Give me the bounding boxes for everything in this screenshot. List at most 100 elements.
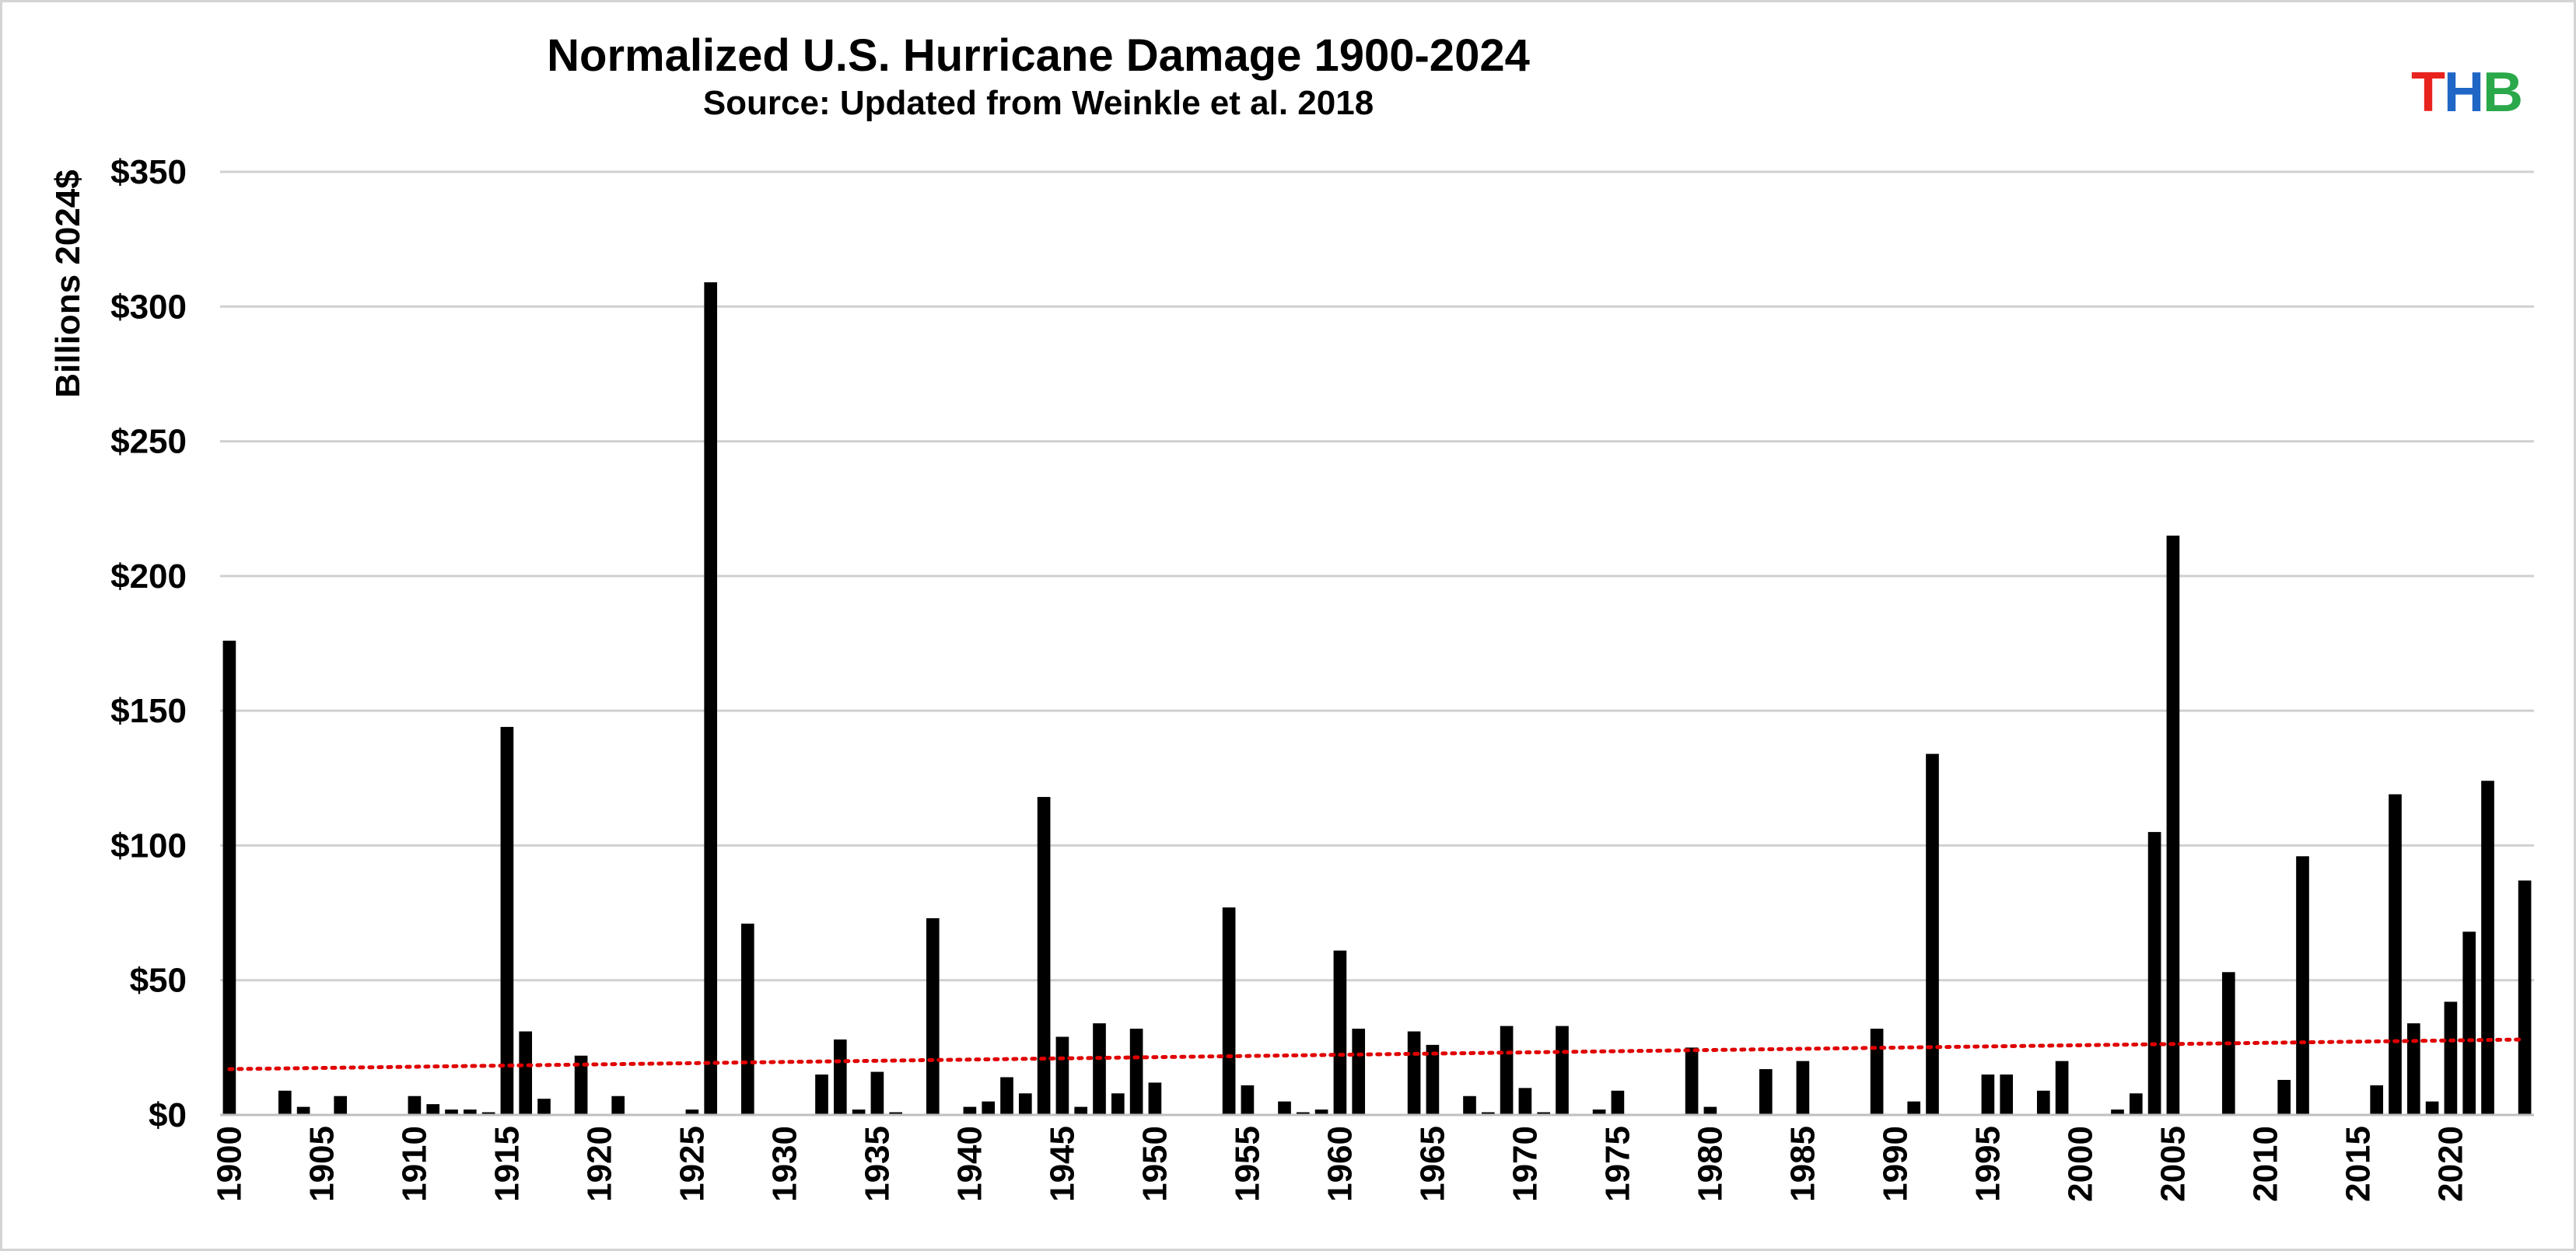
x-tick-label: 1910 [395,1126,433,1202]
logo-letter-b: B [2482,61,2523,124]
bar [1481,1112,1495,1115]
bar [1222,907,1236,1115]
bar [2518,880,2532,1115]
bar [1537,1112,1551,1115]
x-tick-label: 1985 [1783,1126,1822,1202]
thb-logo: THB [2411,61,2523,124]
bar [1426,1044,1440,1115]
x-tick-label: 1900 [210,1126,248,1202]
y-tick-label: $0 [149,1096,187,1134]
chart-subtitle: Source: Updated from Weinkle et al. 2018 [702,84,1374,122]
bar [222,641,236,1115]
x-tick-label: 1960 [1321,1126,1359,1202]
y-tick-label: $300 [110,288,187,326]
bar [982,1101,996,1115]
bar [1278,1101,1291,1115]
bar [2406,1023,2420,1115]
x-tick-label: 1920 [580,1126,618,1202]
x-tick-label: 2010 [2246,1126,2284,1202]
bars [222,282,2532,1116]
bar [1148,1082,1162,1115]
bar [1055,1036,1069,1115]
bar [445,1109,458,1115]
logo-letter-t: T [2411,61,2445,124]
x-tick-label: 1925 [673,1126,711,1202]
x-tick-label: 1930 [765,1126,803,1202]
bar [611,1095,625,1115]
bar [1870,1029,1884,1115]
bar [574,1055,588,1115]
bar [1314,1109,1328,1115]
bar [481,1112,495,1115]
bar [889,1112,903,1115]
trend-line [227,1037,2527,1071]
bar [833,1039,847,1115]
bar [278,1090,292,1115]
bar [1037,797,1051,1115]
bar [2370,1085,2384,1115]
bar [1111,1093,1125,1115]
bar [815,1075,828,1115]
bar [408,1095,422,1115]
bar [334,1095,348,1115]
bar [2296,856,2309,1115]
y-tick-labels: $0 $50 $100 $150 $200 $250 $300 $350 [110,153,187,1134]
bar [740,923,754,1115]
bar [852,1109,866,1115]
x-tick-label: 2020 [2431,1126,2469,1202]
x-tick-label: 2000 [2061,1126,2099,1202]
y-tick-label: $250 [110,423,187,461]
x-tick-label: 1905 [303,1126,341,1202]
bar [1907,1101,1921,1115]
x-tick-label: 1945 [1043,1126,1081,1202]
bar [685,1109,699,1115]
gridlines [220,170,2534,982]
bar [704,282,718,1116]
bar [1093,1023,1106,1115]
bar [1703,1106,1717,1115]
bar [2111,1109,2124,1115]
x-tick-label: 1950 [1136,1126,1174,1202]
x-tick-label: 2015 [2339,1126,2377,1202]
x-tick-label: 1970 [1506,1126,1544,1202]
bar [1018,1093,1032,1115]
bar [2147,832,2161,1115]
bar [519,1031,533,1115]
bar [963,1106,977,1115]
bar [1685,1047,1699,1115]
bar [500,726,514,1115]
x-tick-label: 1980 [1691,1126,1729,1202]
bar [1352,1029,1366,1115]
bar [2129,1093,2143,1115]
bar [1611,1090,1625,1115]
bar [1518,1088,1532,1115]
bar [1500,1026,1514,1115]
logo-letter-h: H [2443,61,2484,124]
bar [2166,535,2180,1115]
bar [1926,753,1939,1115]
bar [1241,1085,1255,1115]
x-tick-label: 2005 [2154,1126,2192,1202]
bar [296,1106,310,1115]
x-tick-label: 1990 [1876,1126,1914,1202]
bar [870,1071,884,1115]
bar [1556,1026,1569,1115]
y-tick-label: $100 [110,826,187,865]
bar [2481,781,2494,1115]
bar [1296,1112,1310,1115]
bar [2389,794,2402,1115]
x-tick-label: 1955 [1228,1126,1266,1202]
x-tick-label: 1965 [1413,1126,1451,1202]
bar [1796,1061,1810,1115]
bar [2425,1101,2439,1115]
bar [1129,1029,1143,1115]
bar [1592,1109,1606,1115]
bar [2444,1001,2458,1115]
bar [2277,1079,2291,1115]
x-tick-label: 1995 [1969,1126,2007,1202]
bar [2000,1075,2014,1115]
bar [1981,1075,1995,1115]
x-tick-label: 1975 [1598,1126,1636,1202]
